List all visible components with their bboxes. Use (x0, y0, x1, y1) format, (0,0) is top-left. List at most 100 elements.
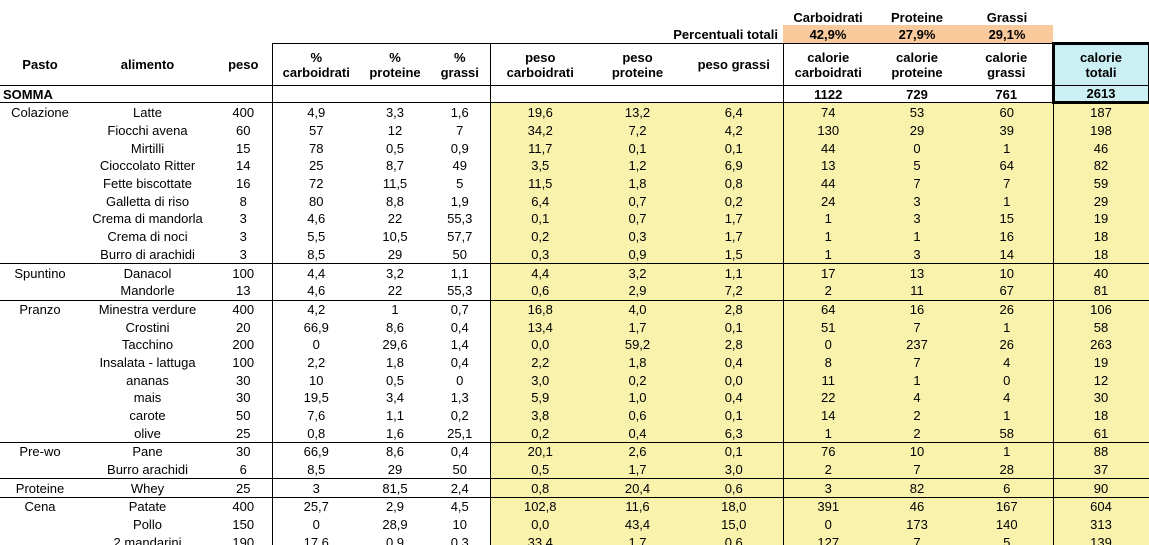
cell-pct-carboidrati[interactable]: 78 (271, 139, 360, 158)
cell-peso-proteine[interactable]: 4,0 (590, 300, 685, 319)
cell-calorie-totali[interactable]: 40 (1052, 263, 1149, 282)
cell-pct-grassi[interactable]: 50 (430, 245, 490, 265)
cell-alimento[interactable]: Insalata - lattuga (99, 354, 196, 370)
cell-pct-proteine[interactable]: 0,9 (360, 533, 430, 545)
cell-pasto[interactable]: Proteine (0, 478, 80, 499)
cell-calorie-proteine[interactable]: 4 (873, 389, 961, 407)
cell-pct-grassi[interactable]: 0,3 (430, 533, 490, 545)
cell-calorie-grassi[interactable]: 1 (961, 192, 1053, 211)
cell-pct-grassi[interactable]: 0,4 (450, 444, 469, 460)
cell-calorie-totali[interactable]: 46 (1052, 139, 1149, 158)
cell-pasto[interactable] (0, 192, 80, 210)
somma-peso[interactable] (215, 85, 272, 103)
cell-peso-proteine[interactable]: 1,7 (590, 460, 685, 480)
cell-calorie-proteine[interactable]: 7 (873, 460, 961, 480)
cell-peso-proteine[interactable]: 11,6 (590, 497, 685, 516)
cell-calorie-proteine[interactable]: 10 (873, 442, 961, 461)
cell-peso-carboidrati[interactable]: 0,6 (489, 281, 590, 301)
cell-pct-carboidrati[interactable]: 8,5 (271, 245, 360, 265)
cell-peso-carboidrati[interactable]: 6,4 (489, 192, 590, 211)
cell-pct-carboidrati[interactable]: 2,2 (271, 353, 360, 372)
cell-pct-grassi[interactable]: 0,4 (450, 319, 469, 335)
cell-calorie-proteine[interactable]: 2 (873, 424, 961, 444)
cell-pct-grassi[interactable]: 0,7 (450, 301, 469, 317)
cell-calorie-proteine[interactable]: 2 (873, 406, 961, 425)
cell-calorie-grassi[interactable]: 167 (961, 497, 1053, 516)
cell-peso-proteine[interactable]: 1,7 (590, 533, 685, 545)
cell-calorie-carboidrati[interactable]: 1 (782, 245, 873, 265)
cell-peso[interactable]: 400 (232, 104, 255, 120)
cell-pct-grassi[interactable]: 4,5 (450, 499, 469, 515)
cell-calorie-grassi[interactable]: 58 (961, 424, 1053, 444)
cell-pct-proteine[interactable]: 29 (360, 245, 430, 265)
cell-pct-grassi[interactable]: 7 (456, 123, 464, 139)
cell-peso[interactable]: 400 (232, 499, 255, 515)
cell-peso-grassi[interactable]: 0,1 (685, 318, 783, 336)
cell-pct-grassi[interactable]: 1,6 (450, 104, 469, 120)
column-header-peso[interactable]: peso (215, 43, 272, 86)
cell-pct-proteine[interactable]: 81,5 (360, 478, 430, 499)
cell-peso-carboidrati[interactable]: 0,5 (489, 460, 590, 480)
cell-pasto[interactable]: Colazione (11, 104, 69, 120)
cell-peso-carboidrati[interactable]: 0,8 (489, 478, 590, 499)
cell-calorie-carboidrati[interactable]: 127 (782, 533, 873, 545)
cell-calorie-totali[interactable]: 18 (1052, 245, 1149, 265)
cell-peso[interactable]: 190 (215, 533, 272, 545)
cell-pasto[interactable] (0, 389, 80, 407)
cell-peso[interactable]: 150 (232, 517, 255, 533)
cell-peso-proteine[interactable]: 0,4 (590, 424, 685, 444)
cell-peso[interactable]: 30 (236, 372, 251, 388)
somma-calorie-totali[interactable]: 2613 (1051, 85, 1149, 104)
cell-calorie-grassi[interactable]: 28 (961, 460, 1053, 480)
cell-calorie-totali[interactable]: 313 (1052, 515, 1149, 534)
cell-peso-carboidrati[interactable]: 34,2 (489, 121, 590, 140)
cell-alimento[interactable]: carote (129, 408, 166, 424)
cell-pasto[interactable] (0, 354, 80, 372)
cell-peso-carboidrati[interactable]: 19,6 (489, 102, 590, 122)
cell-peso-grassi[interactable]: 0,1 (685, 139, 783, 158)
cell-peso-grassi[interactable]: 1,7 (685, 210, 783, 228)
cell-pasto[interactable] (0, 371, 80, 389)
cell-peso[interactable]: 3 (215, 245, 272, 265)
cell-pasto[interactable] (0, 175, 80, 193)
cell-calorie-proteine[interactable]: 46 (873, 497, 961, 516)
cell-peso-proteine[interactable]: 0,2 (590, 371, 685, 389)
cell-calorie-proteine[interactable]: 3 (873, 210, 961, 228)
cell-peso-grassi[interactable]: 0,6 (685, 478, 783, 499)
cell-peso-carboidrati[interactable]: 102,8 (489, 497, 590, 516)
cell-pasto[interactable] (0, 533, 80, 545)
cell-pct-grassi[interactable]: 50 (430, 460, 490, 480)
cell-peso[interactable]: 200 (232, 337, 255, 353)
cell-pct-carboidrati[interactable]: 25 (271, 157, 360, 175)
cell-calorie-totali[interactable]: 88 (1052, 442, 1149, 461)
cell-pct-proteine[interactable]: 2,9 (385, 499, 405, 515)
cell-calorie-carboidrati[interactable]: 24 (782, 192, 873, 211)
cell-peso[interactable]: 30 (236, 390, 251, 406)
cell-pct-proteine[interactable]: 3,2 (385, 265, 405, 281)
cell-peso-proteine[interactable]: 1,2 (590, 157, 685, 175)
cell-pct-carboidrati[interactable]: 0 (271, 335, 360, 354)
cell-calorie-grassi[interactable]: 4 (961, 353, 1053, 372)
cell-calorie-carboidrati[interactable]: 64 (782, 300, 873, 319)
column-header-peso-grassi[interactable]: peso grassi (685, 43, 783, 86)
cell-calorie-carboidrati[interactable]: 0 (782, 335, 873, 354)
cell-calorie-totali[interactable]: 12 (1052, 371, 1149, 389)
cell-peso[interactable]: 15 (236, 140, 251, 156)
cell-peso[interactable]: 60 (236, 123, 251, 139)
cell-pct-proteine[interactable]: 28,9 (382, 517, 408, 533)
cell-alimento[interactable]: Mandorle (80, 281, 215, 301)
cell-peso-grassi[interactable]: 0,0 (685, 371, 783, 389)
cell-calorie-proteine[interactable]: 3 (873, 192, 961, 211)
cell-pct-carboidrati[interactable]: 17,6 (271, 533, 360, 545)
cell-calorie-grassi[interactable]: 7 (961, 174, 1053, 193)
cell-peso-proteine[interactable]: 20,4 (590, 478, 685, 499)
cell-peso-proteine[interactable]: 1,8 (590, 174, 685, 193)
cell-peso-grassi[interactable]: 1,1 (685, 263, 783, 282)
cell-pct-carboidrati[interactable]: 25,7 (271, 497, 360, 516)
somma-peso-carboidrati[interactable] (489, 85, 590, 103)
cell-pct-proteine[interactable]: 8,6 (385, 444, 405, 460)
cell-alimento[interactable]: Crema di mandorla (92, 211, 203, 227)
cell-peso[interactable]: 16 (236, 176, 251, 192)
cell-pct-carboidrati[interactable]: 4,4 (271, 263, 360, 282)
cell-calorie-totali[interactable]: 139 (1052, 533, 1149, 545)
